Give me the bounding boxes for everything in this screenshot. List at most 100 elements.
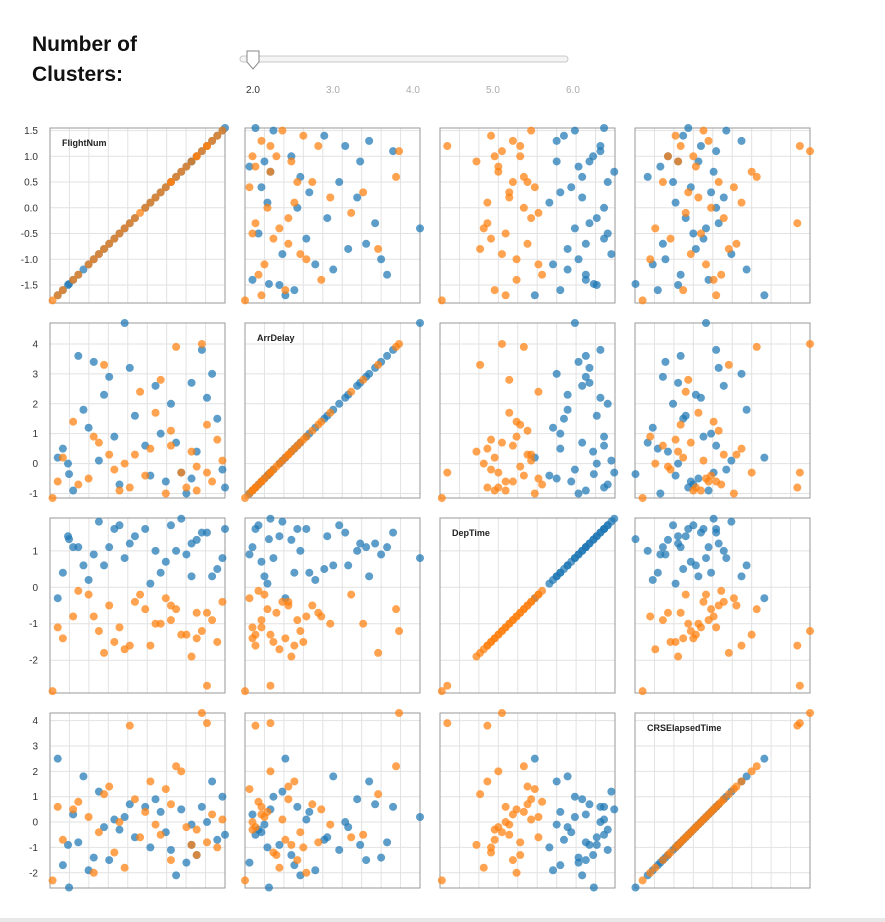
variable-label: FlightNum [62,138,107,148]
data-point [646,868,655,877]
data-point [631,470,640,479]
data-point [48,876,57,885]
data-point [74,838,83,847]
data-point [658,616,667,625]
data-point [208,572,217,581]
data-point [676,420,685,429]
data-point [669,178,678,187]
data-point [125,483,134,492]
data-point [266,167,275,176]
data-point [69,275,78,284]
data-point [592,532,601,541]
matrix-cell [48,709,229,892]
data-point [676,608,685,617]
data-point [84,812,93,821]
data-point [574,255,583,264]
data-point [125,219,134,228]
cell-frame [634,712,811,889]
data-point [208,810,217,819]
data-point [130,532,139,541]
data-point [115,480,124,489]
data-point [806,339,814,348]
data-point [182,858,191,867]
data-point [359,830,368,839]
data-point [578,193,587,202]
data-point [100,244,109,253]
slider-track[interactable] [239,55,569,63]
data-point [704,486,713,495]
data-point [610,468,619,477]
data-point [241,296,249,305]
data-point [120,319,129,327]
data-point [600,203,609,212]
data-point [651,863,660,872]
data-point [681,532,690,541]
data-point [585,363,594,372]
data-point [508,178,517,187]
data-point [483,198,492,207]
data-point [115,825,124,834]
data-point [443,142,452,151]
data-point [177,514,186,523]
data-point [563,265,572,274]
data-point [552,820,561,829]
data-point [570,319,579,327]
data-point [293,616,302,625]
data-point [516,152,525,161]
data-point [156,375,165,384]
data-point [793,721,802,730]
data-point [290,641,299,650]
data-point [437,687,446,696]
data-point [151,193,160,202]
data-point [89,255,98,264]
data-point [699,597,708,606]
data-point [146,843,155,852]
data-point [278,517,287,526]
data-point [192,152,201,161]
data-point [353,193,362,202]
data-point [187,447,196,456]
data-point [707,188,716,197]
slider-handle[interactable] [246,50,260,70]
data-point [136,833,145,842]
data-point [578,438,587,447]
y-tick-label: -0.5 [21,229,39,240]
data-point [362,239,371,248]
data-point [585,219,594,228]
data-point [130,450,139,459]
variable-label: CRSElapsedTime [647,723,721,733]
data-point [497,147,506,156]
data-point [213,435,222,444]
data-point [151,546,160,555]
data-point [707,807,716,816]
data-point [658,543,667,552]
data-point [362,543,371,552]
data-point [69,543,78,552]
slider-tick-label: 6.0 [566,85,580,96]
matrix-cell [437,709,619,892]
data-point [578,172,587,181]
data-point [326,408,335,417]
data-point [281,286,290,295]
data-point [487,131,496,140]
data-point [717,797,726,806]
data-point [501,291,510,300]
data-point [742,265,751,274]
data-point [296,546,305,555]
data-point [669,521,678,530]
data-point [146,641,155,650]
data-point [213,637,222,646]
data-point [661,255,670,264]
y-tick-label: 3 [32,369,38,380]
cell-frame [49,712,226,889]
data-point [490,486,499,495]
data-point [264,883,273,892]
data-point [732,782,741,791]
data-point [353,381,362,390]
data-point [671,131,680,140]
data-point [694,193,703,202]
data-point [497,339,506,348]
data-point [374,790,383,799]
cluster-count-slider[interactable]: 2.0 3.0 4.0 5.0 6.0 [230,44,580,100]
data-point [648,575,657,584]
